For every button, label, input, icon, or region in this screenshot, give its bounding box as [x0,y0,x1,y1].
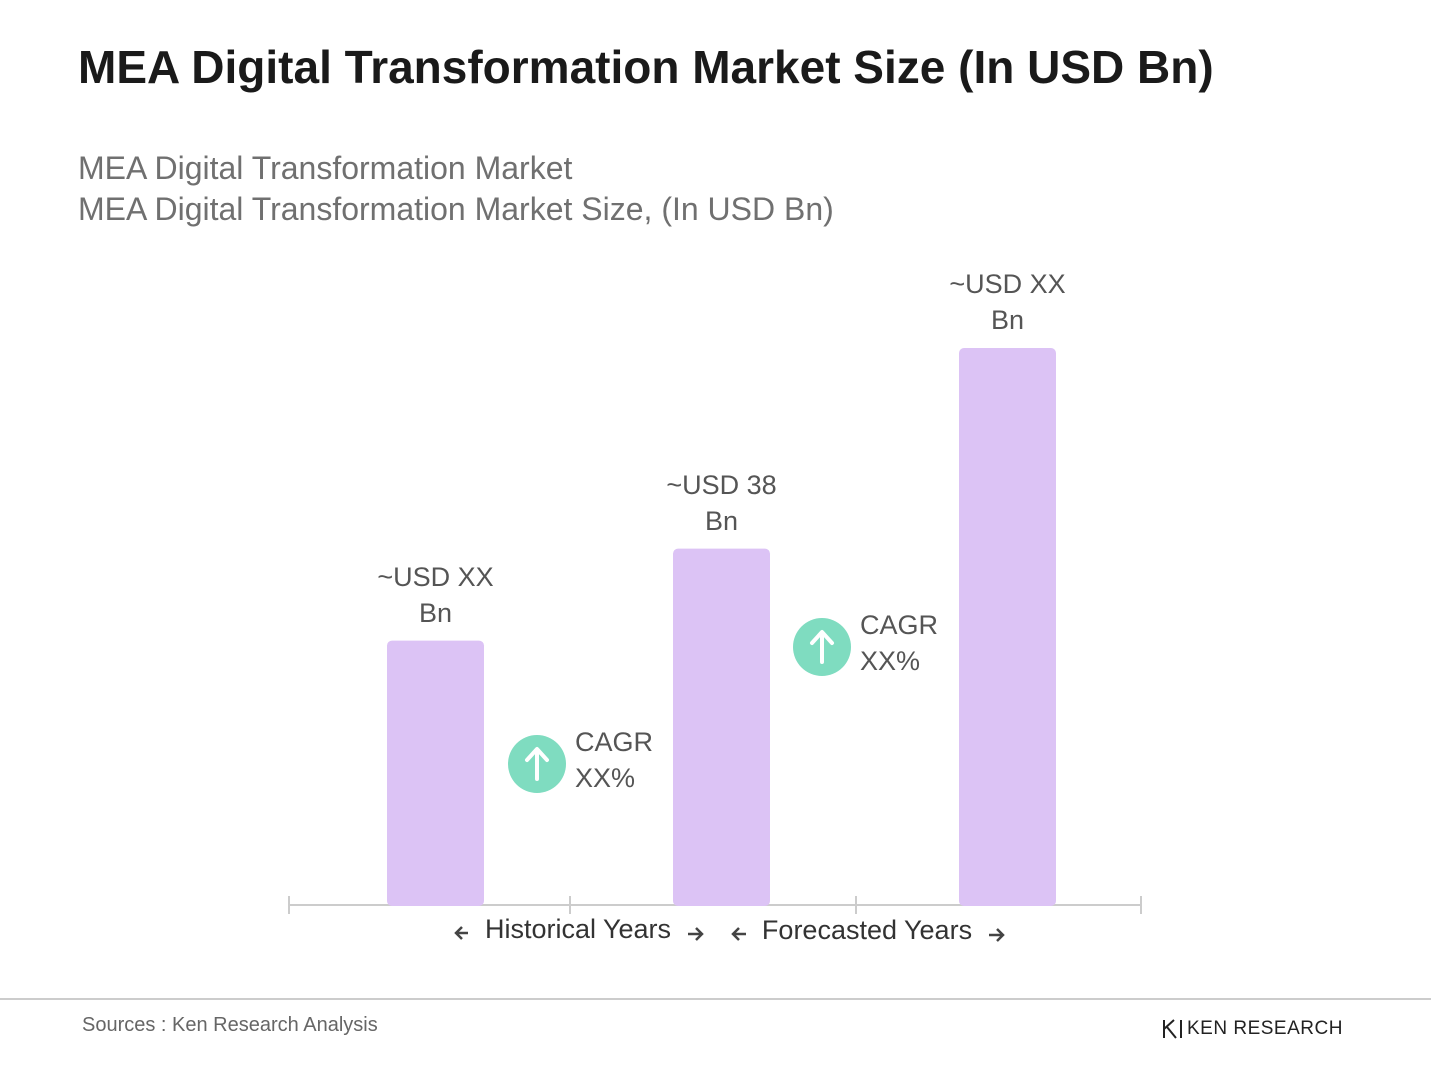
period-label: Historical Years [484,914,672,944]
chart-title: MEA Digital Transformation Market Size (… [78,41,1214,93]
bar [387,640,484,906]
subtitle: MEA Digital Transformation Market Size, … [78,191,834,227]
cagr-arrow [810,630,834,664]
cagr-label: CAGR XX% [860,610,939,676]
source: Sources : Ken Research Analysis [82,1014,378,1036]
logo: KEN RESEARCH [1187,1018,1343,1039]
bar [959,348,1056,906]
value-label: ~USD XX Bn [949,269,1066,335]
value-label: ~USD 38 Bn [666,469,777,536]
subtitle: MEA Digital Transformation Market [78,150,573,186]
axis-dividers [288,896,1142,914]
period-label: Forecasted Years [761,915,973,945]
value-label: ~USD XX Bn [377,561,494,628]
cagr-label: CAGR XX% [575,727,654,793]
period-arrows [454,926,1005,942]
bar [673,548,770,906]
cagr-arrow [525,747,549,781]
logo-icon [1163,1019,1182,1039]
